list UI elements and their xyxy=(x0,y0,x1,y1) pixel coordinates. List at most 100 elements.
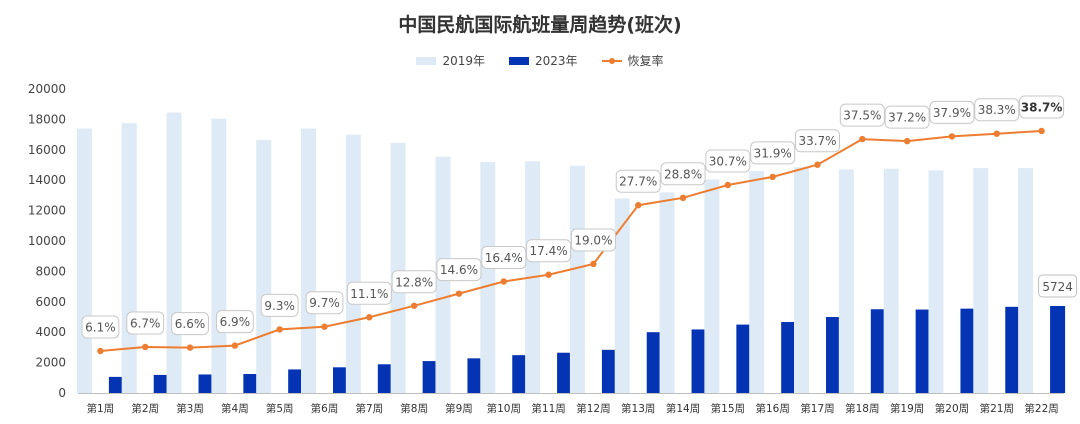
recovery-label-box xyxy=(929,100,975,124)
legend-swatch-recovery xyxy=(601,57,622,65)
recovery-point xyxy=(410,302,418,309)
recovery-label-box xyxy=(974,98,1020,122)
x-tick-label: 第4周 xyxy=(221,402,249,415)
recovery-point xyxy=(814,161,821,168)
x-tick-label: 第11周 xyxy=(531,402,565,415)
recovery-label-box xyxy=(526,239,572,263)
x-tick-label: 第3周 xyxy=(176,402,204,415)
recovery-label-box xyxy=(570,228,616,252)
x-tick-label: 第16周 xyxy=(755,402,789,415)
legend-label-2023: 2023年 xyxy=(534,54,578,68)
recovery-label-box xyxy=(615,169,661,193)
recovery-label: 14.6% xyxy=(440,263,478,277)
bar-2023 xyxy=(422,361,438,393)
recovery-label: 12.8% xyxy=(395,275,433,289)
bar-2023 xyxy=(333,367,348,393)
x-tick-label: 第14周 xyxy=(666,402,700,415)
bar-value-label: 5724 xyxy=(1042,280,1073,294)
bar-2023 xyxy=(960,308,976,393)
x-tick-label: 第5周 xyxy=(266,402,294,415)
recovery-label: 31.9% xyxy=(754,146,792,160)
x-tick-label: 第21周 xyxy=(980,402,1014,415)
bar-2023 xyxy=(467,358,483,393)
x-tick-label: 第15周 xyxy=(711,402,745,415)
recovery-label: 19.0% xyxy=(574,233,612,247)
recovery-label: 11.1% xyxy=(350,287,388,301)
bar-2019 xyxy=(973,168,989,393)
bar-2019 xyxy=(345,134,361,393)
recovery-line xyxy=(100,130,1042,352)
recovery-label: 6.1% xyxy=(85,321,116,335)
y-tick-label: 0 xyxy=(58,386,66,400)
bar-2019 xyxy=(121,123,137,393)
x-tick-label: 第22周 xyxy=(1024,402,1058,415)
y-tick-label: 6000 xyxy=(35,295,66,309)
legend-item-2019: 2019年 xyxy=(416,52,485,69)
recovery-label-box xyxy=(660,162,706,186)
bar-2019 xyxy=(166,112,182,393)
x-tick-label: 第2周 xyxy=(131,402,159,415)
recovery-point xyxy=(455,290,463,297)
recovery-label: 38.3% xyxy=(978,103,1016,117)
recovery-label-box xyxy=(305,291,344,315)
bar-2023 xyxy=(557,352,573,393)
recovery-label-box xyxy=(436,258,482,282)
bar-2019 xyxy=(883,168,899,393)
legend-label-2019: 2019年 xyxy=(442,54,485,68)
recovery-label: 16.4% xyxy=(485,251,523,265)
bar-2019 xyxy=(480,161,496,393)
recovery-point xyxy=(1038,127,1045,135)
y-tick-label: 20000 xyxy=(28,82,66,96)
legend-swatch-2023 xyxy=(508,56,529,65)
bar-2019 xyxy=(749,171,765,393)
bar-2023 xyxy=(288,369,304,393)
y-tick-label: 10000 xyxy=(28,234,66,248)
recovery-label: 6.6% xyxy=(175,317,206,331)
legend-item-recovery: 恢复率 xyxy=(601,52,664,69)
bar-2023 xyxy=(377,364,393,393)
bar-2023 xyxy=(512,355,528,393)
y-tick-label: 4000 xyxy=(35,325,66,339)
y-tick-label: 8000 xyxy=(35,264,66,278)
recovery-point xyxy=(97,347,104,355)
recovery-point xyxy=(231,342,239,349)
bar-2019 xyxy=(569,165,585,393)
bar-2023 xyxy=(691,329,707,393)
recovery-point xyxy=(142,343,149,351)
x-tick-label: 第20周 xyxy=(935,402,969,415)
bar-2023 xyxy=(870,309,886,393)
recovery-label: 6.9% xyxy=(220,315,251,329)
recovery-label: 33.7% xyxy=(798,134,836,148)
bar-2023 xyxy=(1005,306,1021,393)
recovery-label-box xyxy=(391,270,437,294)
recovery-point xyxy=(276,326,283,333)
bar-2019 xyxy=(390,142,406,393)
recovery-point xyxy=(635,202,642,209)
x-tick-label: 第19周 xyxy=(890,402,924,415)
bar-2023 xyxy=(915,309,931,393)
recovery-label-box xyxy=(795,129,840,153)
bar-2023 xyxy=(108,376,124,393)
y-tick-label: 14000 xyxy=(28,173,66,187)
recovery-point xyxy=(321,323,328,330)
bar-2019 xyxy=(794,167,809,393)
bar-2019 xyxy=(256,139,272,393)
recovery-label: 17.4% xyxy=(530,244,568,258)
recovery-label: 38.7% xyxy=(1021,101,1063,115)
x-tick-label: 第9周 xyxy=(445,402,473,415)
recovery-label: 28.8% xyxy=(664,167,702,181)
recovery-label: 27.7% xyxy=(619,175,657,189)
chart-title: 中国民航国际航班量周趋势(班次) xyxy=(398,14,682,36)
recovery-point xyxy=(186,344,194,351)
recovery-label: 37.5% xyxy=(843,109,881,123)
legend-label-recovery: 恢复率 xyxy=(627,54,664,68)
x-tick-label: 第18周 xyxy=(845,402,879,415)
x-tick-label: 第10周 xyxy=(487,402,521,415)
recovery-point xyxy=(948,133,956,140)
recovery-point xyxy=(903,137,911,145)
bar-2023 xyxy=(781,322,797,393)
recovery-label-box xyxy=(260,293,299,317)
bar-2023 xyxy=(601,349,617,393)
bar-2019 xyxy=(1018,168,1034,393)
